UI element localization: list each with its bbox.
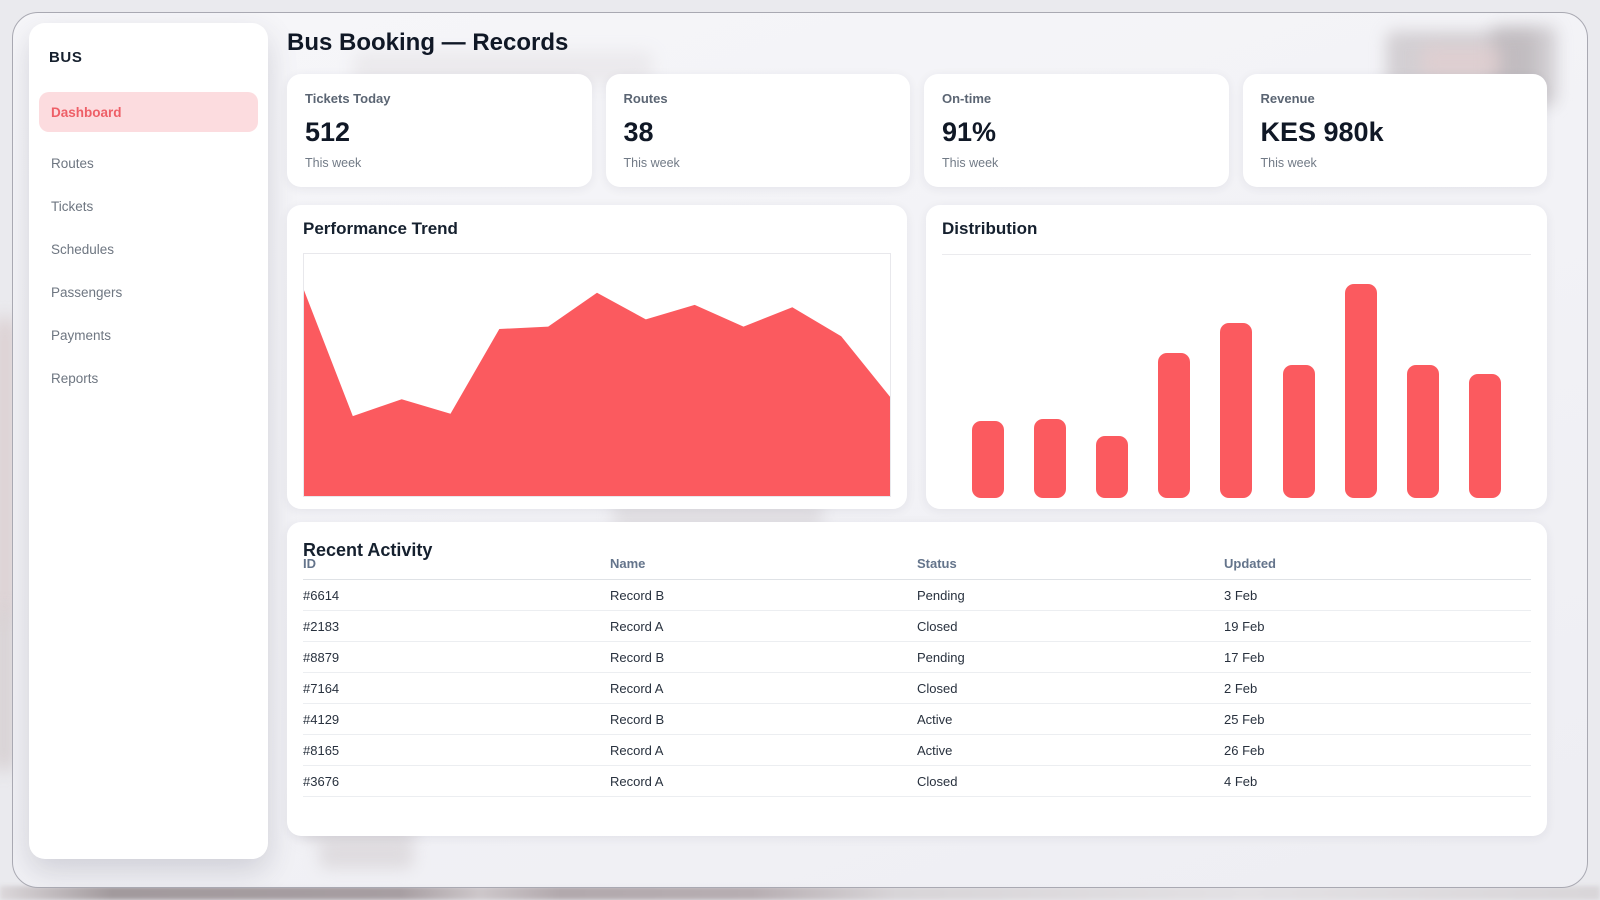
area-chart-svg [304,290,890,496]
stat-label: Revenue [1260,91,1315,106]
table-row[interactable]: #4129 Record B Active 25 Feb [303,703,1531,735]
distribution-bar-7 [1344,284,1377,498]
backdrop-blob [0,610,14,770]
table-row[interactable]: #7164 Record A Closed 2 Feb [303,672,1531,704]
area-series [304,290,890,496]
stat-sub: This week [623,156,680,170]
distribution-bar-4 [1158,352,1191,498]
stat-label: On-time [942,91,992,106]
table-cell-updated: 3 Feb [1224,579,1531,611]
table-cell-id: #8879 [303,641,610,673]
table-cell-updated: 2 Feb [1224,672,1531,704]
stat-cards-row: Tickets Today 512 This week Routes 38 This we… [287,74,1547,187]
table-cell-id: #7164 [303,672,610,704]
distribution-bar-1 [972,421,1005,498]
sidebar-item-schedules[interactable]: Schedules [51,242,115,257]
distribution-bar-5 [1220,322,1253,498]
stat-label: Tickets Today [305,91,391,106]
stat-sub: This week [942,156,999,170]
table-cell-id: #8165 [303,734,610,766]
stat-sub: This week [1260,156,1317,170]
table-cell-name: Record A [610,672,917,704]
charts-row: Performance Trend Distribution [287,205,1547,509]
app-window: BUS Dashboard Routes Tickets Schedules Passe… [12,12,1588,888]
sidebar-nav: Dashboard Routes Tickets Schedules Passenger… [39,92,258,400]
column-header-status: Status [917,550,1224,580]
divider [942,254,1531,255]
column-header-updated: Updated [1224,550,1531,580]
table-row[interactable]: #2183 Record A Closed 19 Feb [303,610,1531,642]
backdrop-strip [0,886,1600,900]
distribution-bar-6 [1282,365,1315,498]
distribution-bar-3 [1096,435,1129,498]
table-cell-name: Record A [610,734,917,766]
sidebar-item-payments[interactable]: Payments [51,328,112,343]
stat-value: 91% [942,117,997,147]
sidebar: BUS Dashboard Routes Tickets Schedules Passe… [29,23,268,859]
table-cell-updated: 17 Feb [1224,641,1531,673]
recent-activity-table: ID Name Status Updated #6614 Record B Pending… [303,550,1531,797]
stat-card-revenue: Revenue KES 980k This week [1242,74,1547,187]
table-cell-updated: 4 Feb [1224,765,1531,797]
table-cell-updated: 19 Feb [1224,610,1531,642]
sidebar-item-dashboard[interactable]: Dashboard [39,92,258,132]
performance-trend-title: Performance Trend [303,219,458,238]
stat-sub: This week [305,156,362,170]
table-row[interactable]: #6614 Record B Pending 3 Feb [303,579,1531,611]
backdrop-blob [319,839,414,869]
table-cell-name: Record A [610,765,917,797]
main-content: Bus Booking — Records Tickets Today 512 Th… [287,13,1549,887]
table-cell-name: Record B [610,703,917,735]
table-cell-updated: 25 Feb [1224,703,1531,735]
distribution-title: Distribution [942,219,1038,238]
column-header-name: Name [610,550,917,580]
sidebar-item-routes[interactable]: Routes [51,156,94,171]
stat-value: 512 [305,117,351,147]
performance-trend-card: Performance Trend [287,205,907,509]
table-cell-status: Closed [917,610,1224,642]
table-cell-id: #6614 [303,579,610,611]
table-cell-status: Closed [917,765,1224,797]
backdrop-blob [1421,46,1501,78]
table-row[interactable]: #8879 Record B Pending 17 Feb [303,641,1531,673]
table-row[interactable]: #3676 Record A Closed 4 Feb [303,765,1531,797]
table-row[interactable]: #8165 Record A Active 26 Feb [303,734,1531,766]
table-header-row: ID Name Status Updated [303,550,1531,580]
stat-label: Routes [623,91,668,106]
table-cell-id: #2183 [303,610,610,642]
distribution-chart [942,263,1531,498]
table-cell-status: Active [917,703,1224,735]
distribution-card: Distribution [926,205,1547,509]
distribution-bar-9 [1468,374,1501,498]
page-title: Bus Booking — Records [287,29,569,56]
table-cell-status: Closed [917,672,1224,704]
stat-card-on-time: On-time 91% This week [924,74,1229,187]
stat-card-tickets-today: Tickets Today 512 This week [287,74,592,187]
table-cell-id: #4129 [303,703,610,735]
table-cell-updated: 26 Feb [1224,734,1531,766]
performance-trend-chart [303,253,891,497]
distribution-bar-8 [1406,365,1439,498]
table-cell-status: Pending [917,641,1224,673]
table-cell-name: Record B [610,579,917,611]
recent-activity-title: Recent Activity [303,540,433,560]
stat-card-routes: Routes 38 This week [605,74,910,187]
recent-activity-card: Recent Activity ID Name Status Updated #661… [287,522,1547,836]
table-cell-status: Active [917,734,1224,766]
column-header-id: ID [303,550,610,580]
stat-value: 38 [623,117,654,147]
sidebar-item-tickets[interactable]: Tickets [51,199,94,214]
table-cell-name: Record B [610,641,917,673]
sidebar-item-reports[interactable]: Reports [51,371,99,386]
table-cell-name: Record A [610,610,917,642]
brand-logo: BUS [49,49,83,66]
table-cell-status: Pending [917,579,1224,611]
sidebar-item-passengers[interactable]: Passengers [51,285,123,300]
distribution-bar-2 [1034,419,1067,498]
table-cell-id: #3676 [303,765,610,797]
stat-value: KES 980k [1260,117,1384,147]
